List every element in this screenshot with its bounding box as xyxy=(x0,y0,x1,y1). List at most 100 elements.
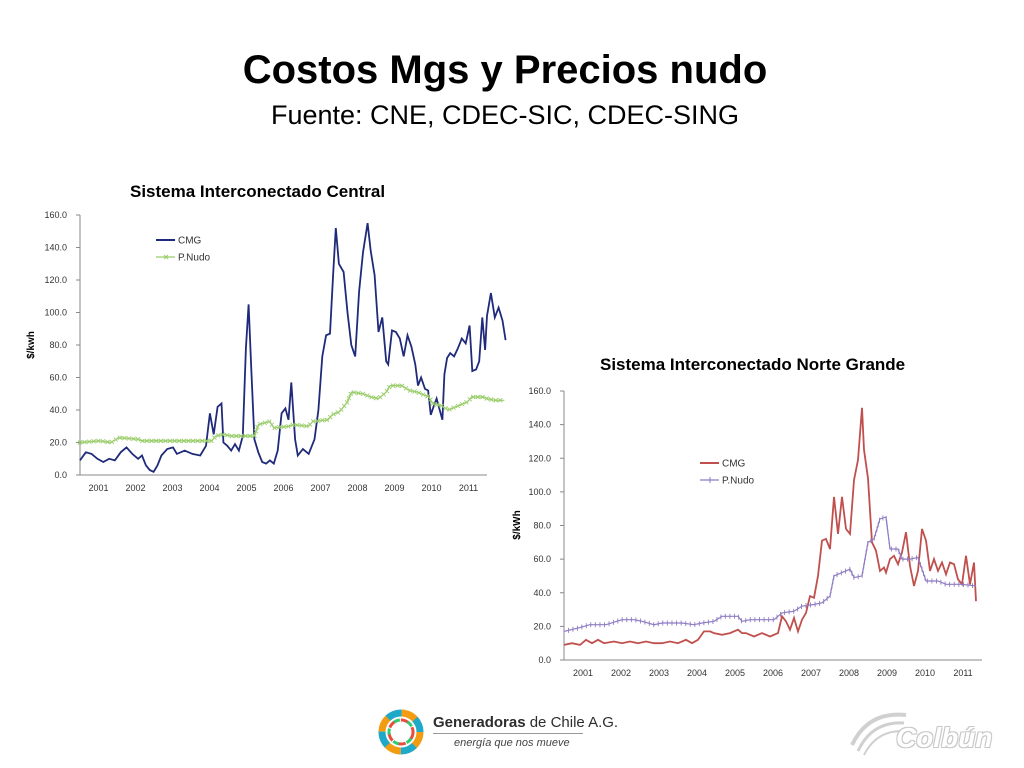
series-marker xyxy=(212,435,217,440)
series-marker xyxy=(105,439,110,445)
y-tick-label: 0.0 xyxy=(54,470,67,480)
legend-label: P.Nudo xyxy=(722,476,755,487)
series-marker xyxy=(272,425,277,431)
series-marker xyxy=(257,421,263,427)
brand-name: Generadoras de Chile A.G. xyxy=(433,714,618,731)
series-marker xyxy=(294,422,300,428)
series-marker xyxy=(341,403,347,409)
series-marker xyxy=(344,400,350,405)
page-subtitle: Fuente: CNE, CDEC-SIC, CDEC-SING xyxy=(270,100,740,130)
colbun-wave-icon xyxy=(850,712,907,756)
y-tick-label: 0.0 xyxy=(538,655,551,665)
series-marker xyxy=(455,403,461,409)
y-tick-label: 120.0 xyxy=(44,275,67,285)
series-marker xyxy=(339,407,344,412)
y-tick-label: 40.0 xyxy=(49,405,67,415)
series-marker xyxy=(135,436,141,442)
series-marker xyxy=(140,438,145,444)
y-axis-label: $/kwh xyxy=(26,331,37,359)
series-marker xyxy=(299,423,305,428)
y-tick-label: 120.0 xyxy=(528,453,551,463)
series-marker xyxy=(331,411,336,417)
y-tick-label: 20.0 xyxy=(49,438,67,448)
series-marker xyxy=(176,438,182,444)
y-tick-label: 160.0 xyxy=(528,386,551,396)
x-tick-label: 2005 xyxy=(236,483,256,493)
series-marker xyxy=(407,388,413,393)
series-marker xyxy=(443,405,448,411)
series-marker xyxy=(113,437,119,442)
series-marker xyxy=(195,438,200,444)
y-tick-label: 20.0 xyxy=(533,621,551,631)
y-tick-label: 40.0 xyxy=(533,588,551,598)
x-tick-label: 2001 xyxy=(573,668,593,678)
x-tick-label: 2004 xyxy=(199,483,219,493)
series-marker xyxy=(126,436,132,441)
series-marker xyxy=(356,390,361,396)
x-tick-label: 2002 xyxy=(611,668,631,678)
legend-marker xyxy=(163,254,169,260)
series-marker xyxy=(304,423,309,429)
series-marker xyxy=(252,433,257,439)
series-marker xyxy=(224,432,230,438)
series-marker xyxy=(439,403,444,409)
series-marker xyxy=(117,435,123,441)
y-axis-label: $/kWh xyxy=(512,510,523,539)
x-tick-label: 2001 xyxy=(88,483,108,493)
brand-name-suffix: de Chile A.G. xyxy=(525,714,619,731)
series-marker xyxy=(348,391,353,397)
x-tick-label: 2006 xyxy=(763,668,783,678)
brand-divider xyxy=(433,733,583,734)
series-marker xyxy=(190,438,196,444)
series-marker xyxy=(172,438,177,444)
series-marker xyxy=(100,439,106,444)
series-marker xyxy=(86,439,92,445)
series-marker xyxy=(360,391,366,397)
series-marker xyxy=(480,394,485,400)
series-marker xyxy=(395,383,400,388)
series-marker xyxy=(467,396,473,402)
series-marker xyxy=(475,394,481,400)
series-marker xyxy=(229,433,235,439)
series-marker xyxy=(96,438,101,444)
series-marker xyxy=(220,432,226,437)
series-marker xyxy=(488,397,494,402)
y-tick-label: 80.0 xyxy=(49,340,67,350)
x-tick-label: 2009 xyxy=(877,668,897,678)
legend-label: CMG xyxy=(178,236,202,247)
series-marker xyxy=(163,438,168,444)
series-marker xyxy=(412,389,417,394)
series-marker xyxy=(262,420,268,426)
y-tick-label: 100.0 xyxy=(44,308,67,318)
y-tick-label: 100.0 xyxy=(528,487,551,497)
series-marker xyxy=(131,436,136,442)
series-marker xyxy=(364,393,370,398)
series-marker xyxy=(497,397,503,403)
y-tick-label: 140.0 xyxy=(528,420,551,430)
x-tick-label: 2003 xyxy=(162,483,182,493)
series-marker xyxy=(238,433,244,439)
series-marker xyxy=(434,402,440,407)
series-marker xyxy=(91,439,97,444)
series-marker xyxy=(484,396,490,401)
series-marker xyxy=(399,383,405,389)
ring-logo-icon xyxy=(378,709,424,755)
y-tick-label: 140.0 xyxy=(44,243,67,253)
x-tick-label: 2011 xyxy=(953,668,972,678)
series-marker xyxy=(181,438,187,444)
series-marker xyxy=(149,438,154,444)
series-marker xyxy=(243,433,248,439)
series-marker xyxy=(428,397,433,402)
series-marker xyxy=(310,418,316,424)
series-marker xyxy=(204,438,210,444)
series-marker xyxy=(430,401,436,406)
x-tick-label: 2004 xyxy=(687,668,707,678)
series-marker xyxy=(346,395,352,401)
brand-name-bold: Generadoras xyxy=(433,714,526,731)
series-marker xyxy=(281,424,287,430)
sing-chart-title: Sistema Interconectado Norte Grande xyxy=(600,355,906,374)
x-tick-label: 2008 xyxy=(839,668,859,678)
series-marker xyxy=(167,438,173,444)
x-tick-label: 2009 xyxy=(384,483,404,493)
x-tick-label: 2003 xyxy=(649,668,669,678)
